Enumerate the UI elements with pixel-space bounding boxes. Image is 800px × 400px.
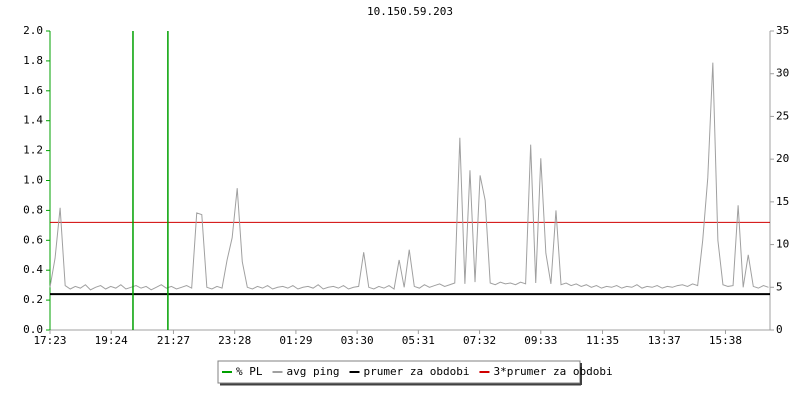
x-tick-label: 01:29 xyxy=(279,334,312,347)
legend-label: prumer za obdobi xyxy=(363,365,469,378)
y-tick-label: 1.4 xyxy=(23,114,43,127)
x-tick-label: 05:31 xyxy=(402,334,435,347)
x-tick-label: 23:28 xyxy=(218,334,251,347)
x-tick-label: 09:33 xyxy=(524,334,557,347)
x-tick-label: 11:35 xyxy=(586,334,619,347)
y2-tick-label: 10 xyxy=(776,238,789,251)
y-tick-label: 0.6 xyxy=(23,233,43,246)
y-tick-label: 2.0 xyxy=(23,24,43,37)
y2-tick-label: 5 xyxy=(776,280,783,293)
x-tick-label: 03:30 xyxy=(341,334,374,347)
legend-label: % PL xyxy=(236,365,263,378)
x-tick-label: 19:24 xyxy=(95,334,128,347)
y-tick-label: 1.8 xyxy=(23,54,43,67)
y-tick-label: 1.6 xyxy=(23,84,43,97)
y2-tick-label: 20 xyxy=(776,152,789,165)
x-tick-label: 13:37 xyxy=(648,334,681,347)
x-tick-label: 15:38 xyxy=(709,334,742,347)
y2-tick-label: 35 xyxy=(776,24,789,37)
legend-label: 3*prumer za obdobi xyxy=(493,365,612,378)
series-line xyxy=(49,62,769,291)
y-tick-label: 1.0 xyxy=(23,174,43,187)
y-tick-label: 0.0 xyxy=(23,323,43,336)
x-tick-label: 21:27 xyxy=(157,334,190,347)
y-tick-label: 0.2 xyxy=(23,293,43,306)
y-tick-label: 0.8 xyxy=(23,203,43,216)
chart-title: 10.150.59.203 xyxy=(367,5,453,18)
y2-tick-label: 25 xyxy=(776,109,789,122)
x-tick-label: 17:23 xyxy=(33,334,66,347)
y-tick-label: 1.2 xyxy=(23,144,43,157)
x-tick-label: 07:32 xyxy=(463,334,496,347)
y2-tick-label: 0 xyxy=(776,323,783,336)
y2-tick-label: 15 xyxy=(776,195,789,208)
y-tick-label: 0.4 xyxy=(23,263,43,276)
y2-tick-label: 30 xyxy=(776,67,789,80)
legend-label: avg ping xyxy=(287,365,340,378)
